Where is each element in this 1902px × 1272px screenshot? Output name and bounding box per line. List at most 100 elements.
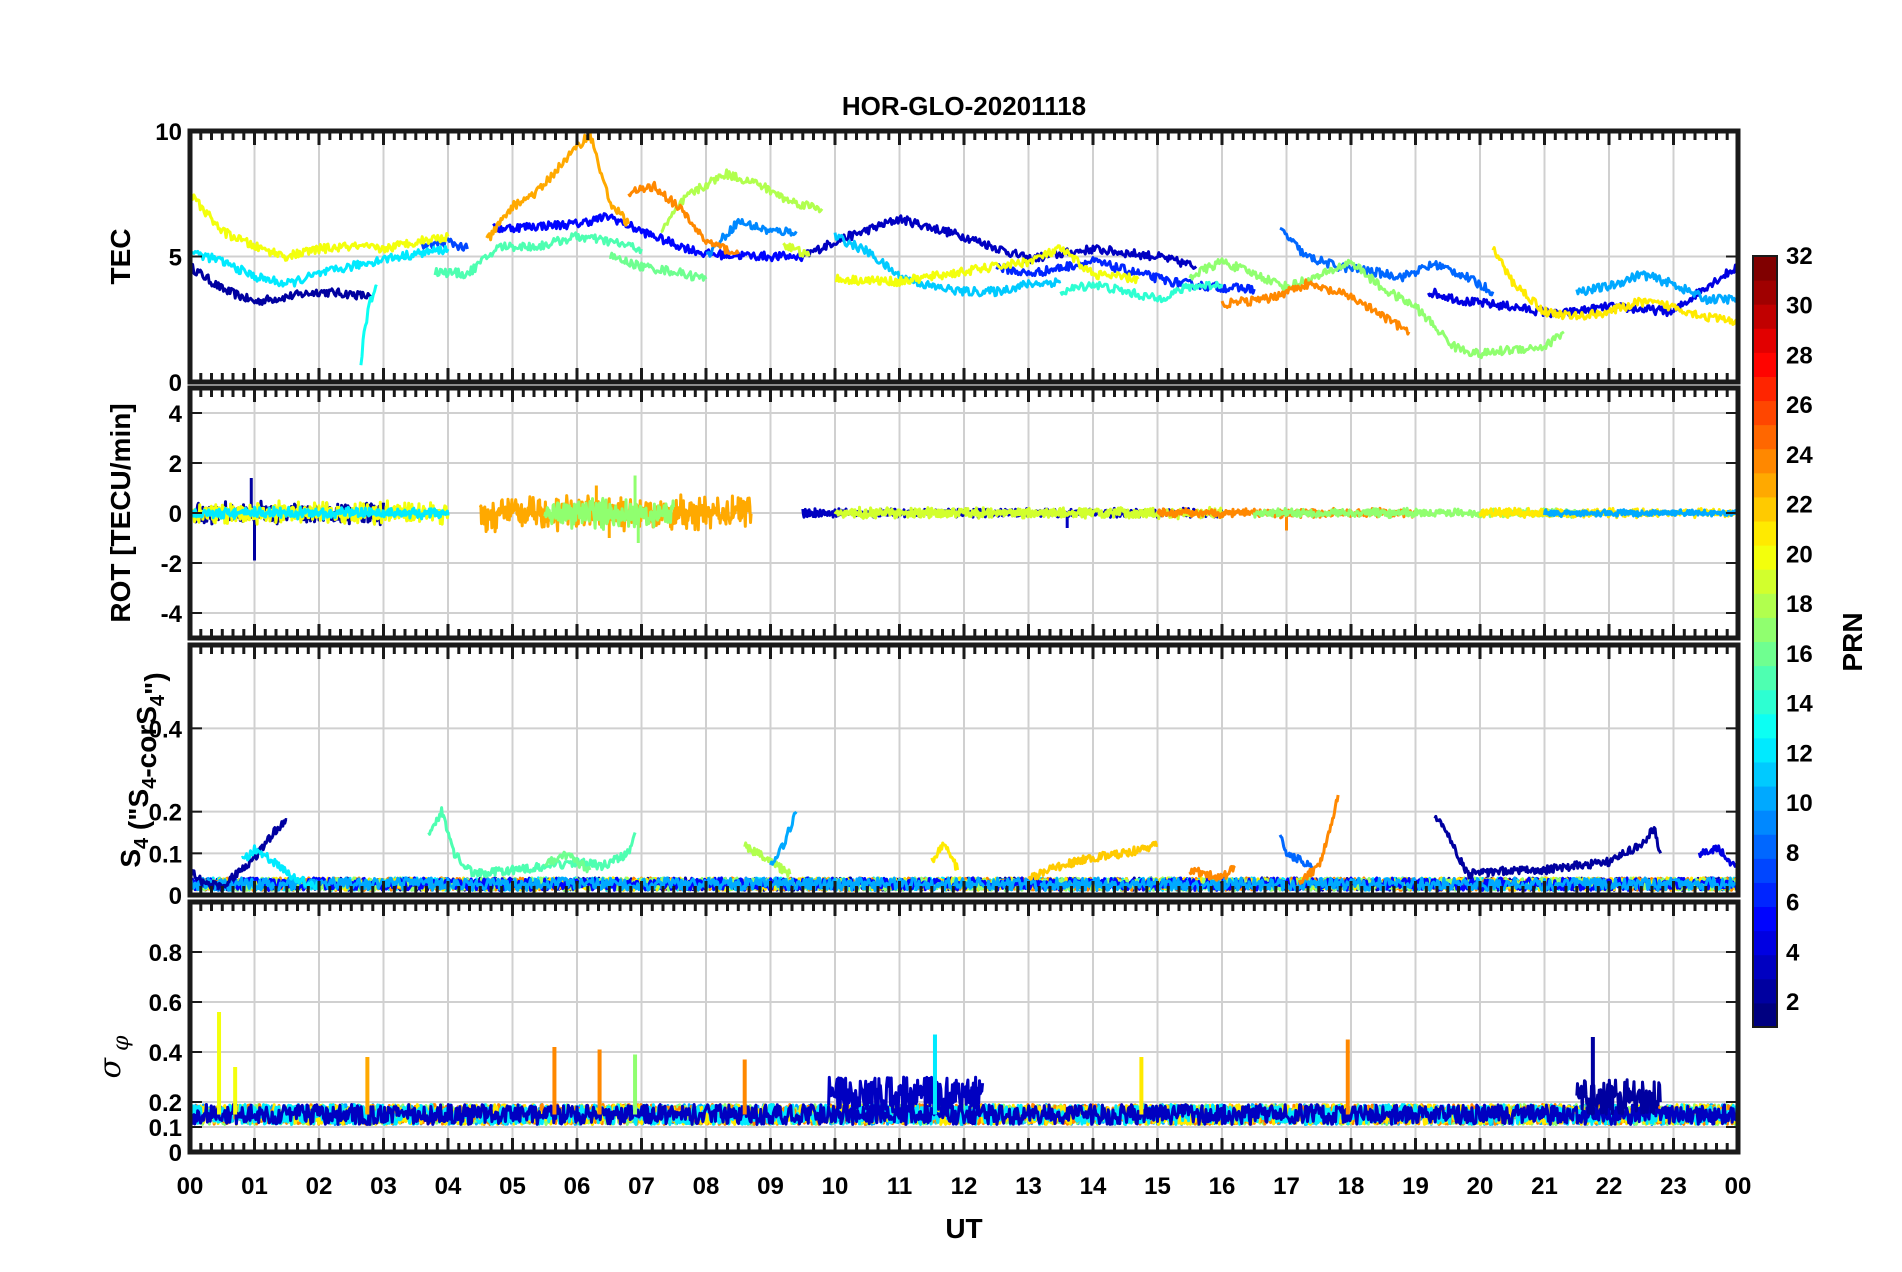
colorbar-tick-label: 4: [1786, 939, 1800, 966]
tec-series-prn-18: [660, 168, 824, 233]
tec-series-prn-16: [609, 251, 708, 282]
y-tick-label: 2: [169, 451, 182, 478]
panel-minor-ticks: [188, 388, 1740, 638]
rot-series-prn-12: [190, 505, 450, 521]
colorbar-tick-label: 2: [1786, 989, 1799, 1016]
colorbar-tick-label: 16: [1786, 641, 1813, 668]
sigma_phi-data: [190, 1012, 1738, 1126]
colorbar-tick-label: 14: [1786, 691, 1813, 718]
y-label-part: (": [123, 807, 154, 837]
colorbar-tick-label: 32: [1786, 243, 1813, 270]
colorbar-band: [1753, 834, 1777, 859]
rot-series-prn-10: [1543, 508, 1738, 518]
colorbar-band: [1753, 906, 1777, 932]
s4-series-prn-22: [1027, 840, 1159, 881]
sigma-baseline-prn-3: [190, 1103, 1738, 1126]
chart-title: HOR-GLO-20201118: [842, 91, 1086, 121]
tec-series-prn-13: [359, 284, 378, 366]
x-tick-label: 10: [822, 1173, 849, 1200]
y-label-part: S: [115, 849, 146, 868]
x-tick-label: 09: [757, 1173, 784, 1200]
x-tick-label: 02: [306, 1173, 333, 1200]
x-tick-label: 01: [241, 1173, 268, 1200]
y-tick-label: 0: [169, 501, 182, 528]
colorbar-band: [1753, 786, 1777, 811]
tec-series-prn-17: [1188, 257, 1565, 360]
colorbar-tick-label: 10: [1786, 790, 1813, 817]
colorbar-band: [1753, 882, 1777, 908]
y-tick-label: 0.1: [149, 1115, 182, 1142]
colorbar-band: [1753, 858, 1777, 883]
panel-minor-ticks: [188, 645, 1740, 895]
s4-series-prn-10: [769, 810, 798, 866]
colorbar-band: [1753, 954, 1777, 980]
x-tick-label: 05: [499, 1173, 526, 1200]
s4-series-prn-15: [427, 806, 637, 878]
colorbar-band: [1753, 256, 1777, 281]
x-tick-label: 06: [564, 1173, 591, 1200]
y-axis-label: ROT [TECU/min]: [105, 403, 136, 622]
colorbar-band: [1753, 328, 1777, 353]
rot-data: [190, 475, 1738, 561]
y-axis-label: TEC: [105, 229, 136, 285]
panel-rot: -4 -2 0 2 4 ROT [TECU/min]: [105, 385, 1741, 641]
tec-series-prn-3: [801, 214, 1198, 270]
colorbar-band: [1753, 304, 1777, 329]
tec-series-prn-23: [485, 131, 631, 242]
y-tick-label: 0.8: [149, 940, 182, 967]
colorbar-tick-label: 22: [1786, 492, 1813, 519]
x-tick-label: 00: [177, 1173, 204, 1200]
y-label-subscript: 4: [147, 694, 169, 706]
colorbar-band: [1753, 400, 1777, 426]
colorbar-tick-label: 12: [1786, 740, 1813, 767]
s4-series-prn-24: [1297, 794, 1340, 885]
y-tick-label: 0.4: [149, 1040, 183, 1067]
colorbar-band: [1753, 978, 1777, 1004]
x-tick-label: 20: [1467, 1173, 1494, 1200]
x-tick-label: 03: [370, 1173, 397, 1200]
panel-minor-ticks: [188, 902, 1740, 1152]
x-tick-label: 15: [1144, 1173, 1171, 1200]
colorbar-band: [1753, 665, 1777, 691]
y-tick-label: -4: [161, 601, 183, 628]
s4-series-prn-12: [241, 844, 321, 891]
tec-series-prn-10: [1575, 270, 1738, 305]
colorbar-tick-label: 26: [1786, 392, 1813, 419]
x-tick-label: 23: [1660, 1173, 1687, 1200]
tec-series-prn-5: [492, 212, 805, 263]
y-tick-label: 0.1: [149, 841, 182, 868]
tec-series-prn-15: [433, 231, 643, 280]
sigma-burst-prn-2: [1575, 1078, 1662, 1116]
y-label-subscript: 4: [139, 777, 161, 789]
y-tick-label: 0.4: [149, 716, 183, 743]
x-axis: 00 01 02 03 04 05 06 07 08 09 10 11 12 13 14 15 16 17 18 19…: [177, 1173, 1752, 1200]
x-tick-label: 04: [435, 1173, 462, 1200]
colorbar-band: [1753, 689, 1777, 715]
colorbar-band: [1753, 641, 1777, 667]
panel-sigma_phi: 00.10.2 0.4 0.6 0.8 σ φ: [93, 899, 1741, 1167]
s4-series-prn-2: [190, 818, 288, 892]
colorbar-tick-label: 20: [1786, 541, 1813, 568]
s4-series-prn-18: [743, 841, 792, 878]
colorbar-band: [1753, 617, 1777, 642]
colorbar-tick-label: 6: [1786, 890, 1799, 917]
y-tick-label: 0: [169, 1140, 182, 1167]
x-tick-label: 17: [1273, 1173, 1300, 1200]
panel-tec: 0 5 10 TEC: [105, 119, 1741, 397]
tec-series-prn-20: [834, 244, 1140, 288]
y-tick-label: 0: [169, 883, 182, 910]
colorbar-ticks: 32 30 28 26 24 22 20 18 16 14 12 10 8 6 4 2: [1770, 243, 1813, 1016]
colorbar-band: [1753, 930, 1777, 956]
colorbar-band: [1753, 810, 1777, 835]
y-tick-label: 4: [169, 401, 183, 428]
x-tick-label: 13: [1015, 1173, 1042, 1200]
y-label-part: -cor: [131, 725, 162, 778]
colorbar-band: [1753, 472, 1777, 498]
panel-s4: 00.10.20.4S4 ("S4-corS4"): [115, 642, 1741, 910]
tec-series-prn-20: [190, 193, 450, 262]
colorbar-band: [1753, 376, 1777, 402]
s4-series-prn-2: [1433, 814, 1662, 880]
colorbar-band: [1753, 448, 1777, 474]
